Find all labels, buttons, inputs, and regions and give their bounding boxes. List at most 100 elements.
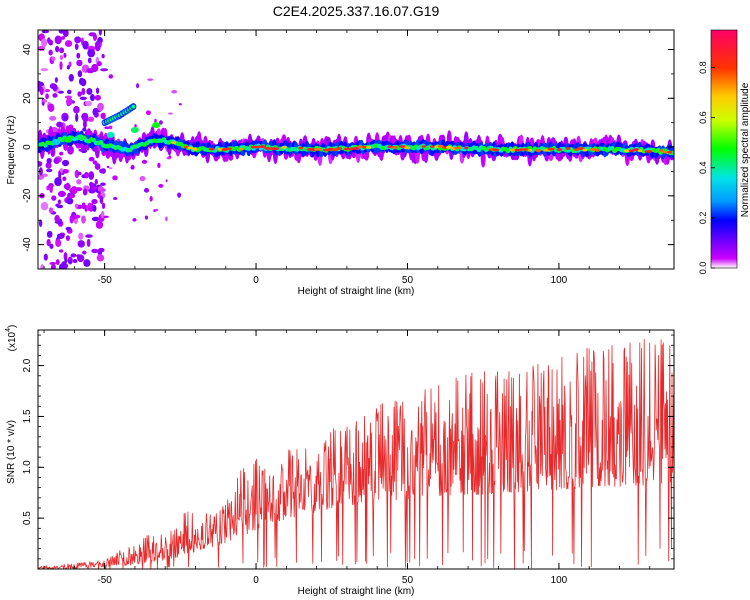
y-tick-label: 0 — [22, 144, 33, 150]
x-tick-label: 0 — [253, 275, 259, 286]
ridge-peak — [208, 147, 215, 151]
noise-cell — [91, 198, 98, 205]
noise-cell — [101, 202, 106, 209]
branch-core — [131, 104, 136, 109]
noise-cell — [83, 119, 87, 129]
noise-cell — [70, 186, 78, 195]
ridge-peak — [464, 146, 469, 150]
noise-cell — [75, 113, 79, 122]
noise-cell — [85, 234, 93, 238]
noise-cell — [91, 248, 99, 254]
ridge-peak — [356, 145, 364, 149]
ridge-halo — [105, 148, 111, 159]
noise-cell — [46, 158, 52, 164]
ridge-peak — [582, 148, 588, 152]
ridge-peak — [522, 148, 529, 151]
noise-cell — [159, 120, 163, 125]
noise-cell — [60, 36, 66, 40]
early-echo — [152, 122, 161, 129]
noise-cell — [45, 88, 50, 93]
noise-cell — [154, 118, 157, 124]
noise-cell — [67, 145, 74, 155]
noise-cell — [89, 181, 94, 187]
noise-cell — [141, 159, 148, 164]
noise-cell — [106, 165, 110, 169]
noise-cell — [98, 30, 102, 36]
ridge-peak — [662, 150, 669, 154]
noise-cell — [76, 52, 81, 59]
ridge-peak — [421, 145, 427, 148]
snr-y-scale-factor: (x104) — [5, 325, 18, 352]
ridge-peak — [659, 149, 664, 152]
noise-cell — [46, 168, 53, 173]
noise-cell — [144, 215, 149, 220]
noise-cell — [94, 94, 101, 101]
noise-cell — [50, 264, 56, 269]
noise-cell — [96, 61, 102, 67]
noise-cell — [147, 78, 154, 81]
ridge-peak — [547, 147, 555, 151]
early-echo — [64, 136, 73, 143]
noise-cell — [145, 110, 151, 116]
y-tick-label: 20 — [22, 92, 33, 104]
noise-cell — [55, 203, 60, 207]
noise-cell — [83, 259, 91, 267]
colorbar-tick-label: 0.0 — [698, 262, 708, 275]
noise-cell — [58, 249, 64, 253]
noise-cell — [76, 179, 82, 185]
noise-cell — [51, 56, 56, 62]
ridge-peak — [259, 145, 266, 149]
noise-cell — [112, 175, 118, 181]
figure-title: C2E4.2025.337.16.07.G19 — [273, 3, 440, 19]
noise-cell — [38, 83, 42, 92]
noise-cell — [91, 216, 100, 222]
noise-cell — [48, 39, 54, 46]
noise-cell — [136, 83, 140, 89]
noise-cell — [134, 124, 137, 128]
y-tick-label: 1.5 — [22, 409, 33, 423]
noise-cell — [86, 88, 93, 95]
ridge-peak — [576, 147, 585, 150]
noise-cell — [81, 112, 89, 121]
noise-cell — [108, 74, 114, 79]
noise-cell — [74, 203, 79, 208]
noise-cell — [95, 87, 100, 94]
noise-cell — [38, 174, 45, 180]
spectrogram-x-ticks: -50 0 50 100 — [43, 30, 651, 286]
noise-cell — [87, 116, 95, 122]
snr-series-line — [38, 338, 674, 569]
noise-cell — [89, 94, 95, 102]
noise-cell — [49, 261, 57, 265]
snr-panel: -50 0 50 100 0.5 1.0 1.5 2.0 Height of straigh… — [5, 325, 675, 597]
noise-cell — [165, 216, 168, 222]
noise-cell — [40, 264, 45, 269]
noise-cell — [100, 68, 109, 72]
noise-cell — [130, 166, 134, 170]
noise-cell — [38, 219, 43, 227]
noise-cell — [52, 93, 58, 98]
noise-cell — [63, 52, 67, 58]
ridge-peak — [556, 148, 563, 151]
colorbar-bar — [710, 29, 738, 269]
noise-cell — [82, 188, 88, 196]
noise-cell — [177, 192, 182, 198]
noise-cell — [168, 112, 173, 115]
x-tick-label: 0 — [253, 575, 259, 586]
noise-cell — [43, 253, 48, 261]
noise-cell — [94, 163, 101, 170]
noise-cell — [97, 102, 104, 112]
noise-cell — [70, 253, 77, 258]
x-tick-label: 50 — [402, 575, 414, 586]
noise-cell — [74, 169, 80, 179]
snr-x-ticks: -50 0 50 100 — [43, 330, 651, 586]
noise-cell — [95, 220, 104, 229]
noise-cell — [42, 99, 48, 103]
colorbar-tick-label: 0.2 — [698, 212, 708, 225]
noise-cell — [81, 215, 86, 224]
noise-cell — [139, 175, 146, 182]
noise-cell — [54, 177, 62, 187]
noise-cell — [171, 90, 178, 94]
noise-cell — [57, 190, 66, 198]
noise-cell — [62, 176, 67, 182]
